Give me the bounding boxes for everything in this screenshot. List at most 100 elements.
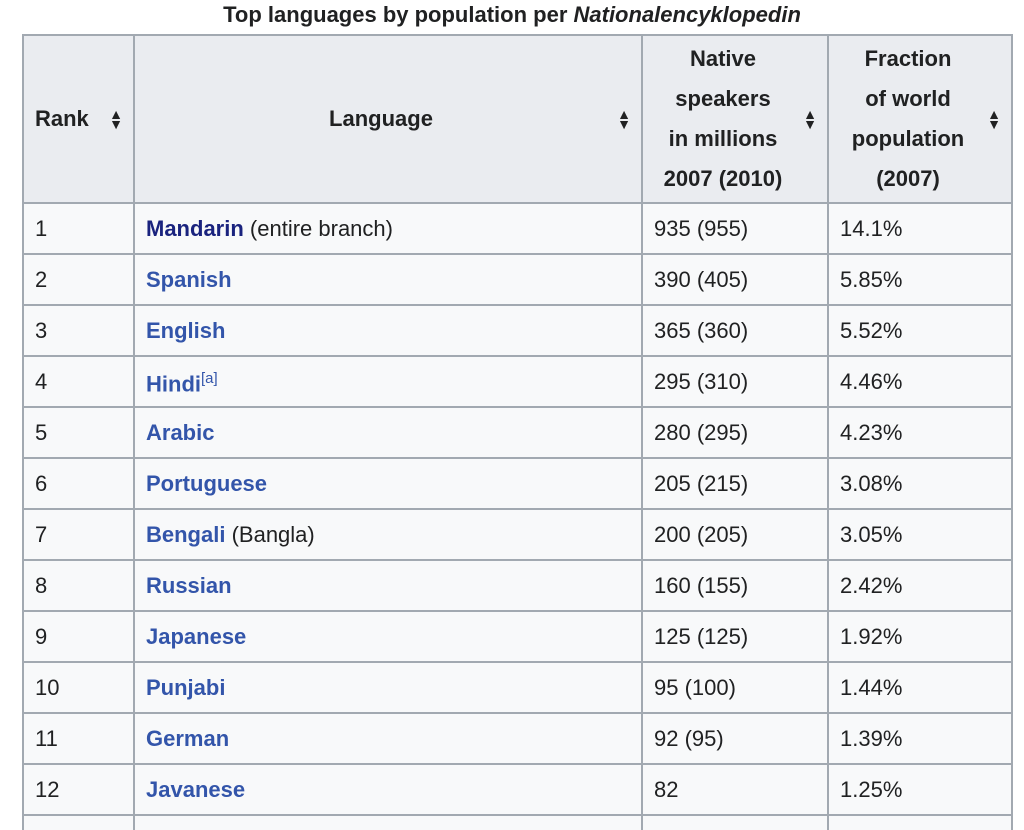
language-link[interactable]: English (146, 317, 226, 343)
sort-up-down-icon[interactable]: ▲ ▼ (987, 106, 1001, 132)
language-link[interactable]: German (146, 725, 230, 751)
language-link[interactable]: Javanese (146, 776, 246, 802)
rank-cell: 8 (22, 559, 135, 612)
table-row: 7 Bengali (Bangla) 200 (205) 3.05% (22, 508, 1013, 561)
column-header-language[interactable]: Language ▲ ▼ (133, 34, 643, 204)
fraction-header-line: of world (865, 86, 951, 111)
native-speakers-cell: 82 (641, 763, 829, 816)
native-speakers-cell: 95 (100) (641, 661, 829, 714)
language-cell: Arabic (133, 406, 643, 459)
table-row: 3 English 365 (360) 5.52% (22, 304, 1013, 357)
language-cell: Spanish (133, 253, 643, 306)
native-speakers-cell: 200 (205) (641, 508, 829, 561)
sort-up-down-icon[interactable]: ▲ ▼ (109, 106, 123, 132)
language-link[interactable]: Mandarin (146, 215, 244, 241)
column-header-rank[interactable]: Rank ▲ ▼ (22, 34, 135, 204)
rank-cell: 4 (22, 355, 135, 408)
rank-cell: 12 (22, 763, 135, 816)
rank-cell: 7 (22, 508, 135, 561)
language-cell: Japanese (133, 610, 643, 663)
sort-up-down-icon[interactable]: ▲ ▼ (803, 106, 817, 132)
rank-cell: 11 (22, 712, 135, 765)
column-header-fraction[interactable]: Fraction of world population (2007) ▲ ▼ (827, 34, 1013, 204)
rank-cell: 2 (22, 253, 135, 306)
language-cell: Russian (133, 559, 643, 612)
fraction-cell: 3.05% (827, 508, 1013, 561)
table-row: 6 Portuguese 205 (215) 3.08% (22, 457, 1013, 510)
table-row: 2 Spanish 390 (405) 5.85% (22, 253, 1013, 306)
native-header-line: speakers (675, 86, 771, 111)
language-cell: Javanese (133, 763, 643, 816)
column-header-native-speakers[interactable]: Native speakers in millions 2007 (2010) … (641, 34, 829, 204)
language-link[interactable]: Japanese (146, 623, 247, 649)
native-speakers-cell: 125 (125) (641, 610, 829, 663)
language-cell: Mandarin (entire branch) (133, 202, 643, 255)
rank-cell (22, 814, 135, 830)
language-link[interactable]: Bengali (146, 521, 226, 547)
fraction-cell: 5.85% (827, 253, 1013, 306)
fraction-cell: 5.52% (827, 304, 1013, 357)
languages-table: Rank ▲ ▼ Language ▲ ▼ Native speakers in m… (22, 34, 1013, 830)
language-extra: (entire branch) (243, 215, 393, 241)
native-speakers-cell: 92 (95) (641, 712, 829, 765)
fraction-cell: 1.39% (827, 712, 1013, 765)
fraction-cell: 1.92% (827, 610, 1013, 663)
fraction-header-line: (2007) (876, 166, 940, 191)
language-cell: Hindi[a] (133, 355, 643, 408)
native-speakers-cell: 160 (155) (641, 559, 829, 612)
rank-cell: 1 (22, 202, 135, 255)
table-row: 8 Russian 160 (155) 2.42% (22, 559, 1013, 612)
rank-cell: 3 (22, 304, 135, 357)
rank-header-label: Rank (35, 106, 89, 131)
language-cell: Bengali (Bangla) (133, 508, 643, 561)
sort-up-down-icon[interactable]: ▲ ▼ (617, 106, 631, 132)
native-speakers-cell: 280 (295) (641, 406, 829, 459)
fraction-cell: 4.46% (827, 355, 1013, 408)
native-speakers-cell: 365 (360) (641, 304, 829, 357)
fraction-cell: 1.44% (827, 661, 1013, 714)
rank-cell: 5 (22, 406, 135, 459)
native-header-line: 2007 (2010) (663, 166, 783, 191)
fraction-cell: 14.1% (827, 202, 1013, 255)
native-speakers-cell: 390 (405) (641, 253, 829, 306)
fraction-cell: 3.08% (827, 457, 1013, 510)
table-row: 4 Hindi[a] 295 (310) 4.46% (22, 355, 1013, 408)
language-link[interactable]: Hindi (146, 371, 201, 397)
language-cell (133, 814, 643, 830)
table-row: 10 Punjabi 95 (100) 1.44% (22, 661, 1013, 714)
language-cell: English (133, 304, 643, 357)
fraction-cell: 1.25% (827, 763, 1013, 816)
fraction-cell: 4.23% (827, 406, 1013, 459)
table-row: 12 Javanese 82 1.25% (22, 763, 1013, 816)
table-row: 5 Arabic 280 (295) 4.23% (22, 406, 1013, 459)
native-speakers-header-label: Native speakers in millions 2007 (2010) (664, 39, 783, 199)
native-speakers-cell: 205 (215) (641, 457, 829, 510)
language-link[interactable]: Punjabi (146, 674, 226, 700)
fraction-header-line: population (851, 126, 965, 151)
table-row: 1 Mandarin (entire branch) 935 (955) 14.… (22, 202, 1013, 255)
rank-cell: 10 (22, 661, 135, 714)
table-row: 11 German 92 (95) 1.39% (22, 712, 1013, 765)
rank-cell: 6 (22, 457, 135, 510)
native-header-line: in millions (668, 126, 778, 151)
table-row: 9 Japanese 125 (125) 1.92% (22, 610, 1013, 663)
language-link[interactable]: Arabic (146, 419, 215, 445)
language-cell: Punjabi (133, 661, 643, 714)
native-speakers-cell: 935 (955) (641, 202, 829, 255)
footnote-link[interactable]: [a] (201, 369, 218, 387)
language-cell: German (133, 712, 643, 765)
language-link[interactable]: Russian (146, 572, 232, 598)
native-speakers-cell: 295 (310) (641, 355, 829, 408)
fraction-header-label: Fraction of world population (2007) (852, 39, 964, 199)
language-header-label: Language (329, 106, 433, 131)
table-caption: Top languages by population per National… (0, 0, 1024, 32)
fraction-cell (827, 814, 1013, 830)
caption-prefix: Top languages by population per (223, 2, 574, 27)
language-link[interactable]: Spanish (146, 266, 232, 292)
native-header-line: Native (689, 46, 757, 71)
header-row: Rank ▲ ▼ Language ▲ ▼ Native speakers in m… (22, 34, 1013, 204)
language-link[interactable]: Portuguese (146, 470, 268, 496)
native-speakers-cell (641, 814, 829, 830)
language-cell: Portuguese (133, 457, 643, 510)
rank-cell: 9 (22, 610, 135, 663)
